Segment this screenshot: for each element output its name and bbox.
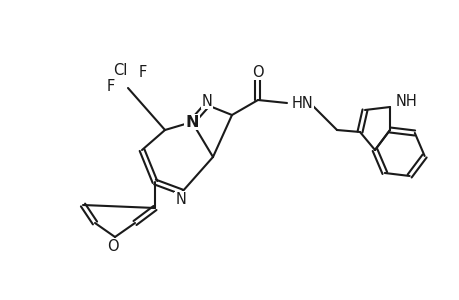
Text: F: F bbox=[139, 64, 147, 80]
Text: O: O bbox=[252, 64, 263, 80]
Text: F: F bbox=[106, 79, 115, 94]
Text: N: N bbox=[175, 191, 186, 206]
Text: N: N bbox=[201, 94, 212, 109]
Text: N: N bbox=[174, 193, 185, 208]
Text: N: N bbox=[201, 92, 212, 107]
Text: HN: HN bbox=[291, 95, 313, 110]
Text: NH: NH bbox=[395, 94, 417, 109]
Text: N: N bbox=[185, 115, 198, 130]
Text: O: O bbox=[107, 239, 118, 254]
Text: N: N bbox=[185, 115, 198, 130]
Text: Cl: Cl bbox=[112, 62, 127, 77]
